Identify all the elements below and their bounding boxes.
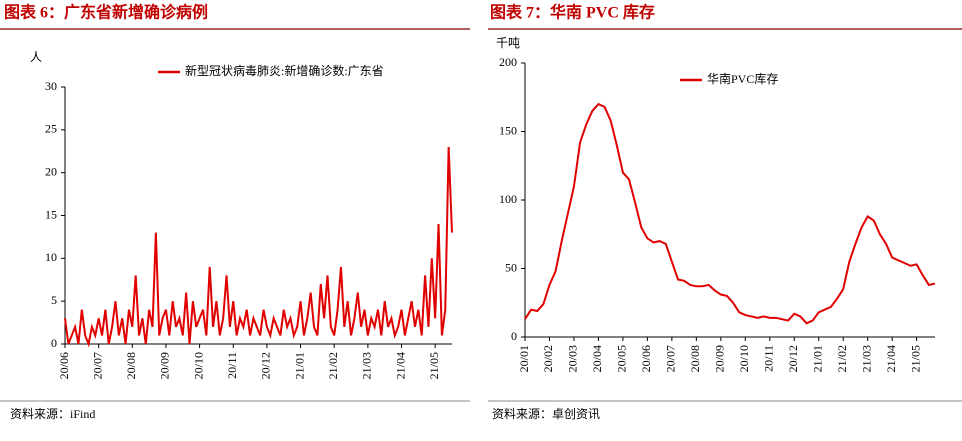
x-tick-label: 20/07 [664,345,678,372]
x-tick-label: 20/11 [225,352,239,379]
x-tick-label: 20/08 [124,352,138,379]
x-tick-label: 21/04 [393,352,407,379]
legend-label: 华南PVC库存 [707,71,778,86]
x-tick-label: 21/01 [810,345,824,372]
x-tick-label: 20/08 [688,345,702,372]
x-tick-label: 21/04 [884,345,898,372]
chart-title: 图表 6：广东省新增确诊病例 [4,3,208,22]
x-tick-label: 20/10 [737,345,751,372]
x-tick-label: 20/05 [615,345,629,372]
y-tick-label: 10 [45,250,57,264]
x-tick-label: 21/02 [835,345,849,372]
x-tick-label: 20/02 [541,345,555,372]
x-tick-label: 20/04 [590,345,604,372]
chart-title: 图表 7：华南 PVC 库存 [490,3,655,22]
data-line [524,102,936,325]
y-tick-label: 0 [51,336,57,350]
x-tick-label: 20/12 [259,352,273,379]
x-tick-label: 21/05 [427,352,441,379]
x-tick-label: 20/03 [566,345,580,372]
x-tick-label: 20/09 [713,345,727,372]
y-tick-label: 0 [511,329,517,343]
x-tick-label: 20/01 [517,345,531,372]
x-tick-label: 20/11 [762,345,776,372]
y-tick-label: 100 [499,192,517,206]
x-tick-label: 21/03 [360,352,374,379]
x-tick-label: 21/03 [859,345,873,372]
x-tick-label: 21/01 [292,352,306,379]
y-tick-label: 20 [45,164,57,178]
y-tick-label: 150 [499,123,517,137]
y-tick-label: 200 [499,55,517,69]
x-tick-label: 20/07 [90,352,104,379]
legend-label: 新型冠状病毒肺炎:新增确诊数:广东省 [185,63,384,78]
x-tick-label: 21/02 [326,352,340,379]
x-tick-label: 20/10 [191,352,205,379]
y-tick-label: 50 [505,260,517,274]
x-tick-label: 20/12 [786,345,800,372]
source: 资料来源：iFind [10,407,95,421]
x-tick-label: 20/09 [158,352,172,379]
y-tick-label: 5 [51,293,57,307]
y-tick-label: 30 [45,79,57,93]
y-tick-label: 25 [45,122,57,136]
x-tick-label: 20/06 [639,345,653,372]
x-tick-label: 21/05 [908,345,922,372]
y-axis-label: 千吨 [496,36,520,50]
x-tick-label: 20/06 [57,352,71,379]
y-tick-label: 15 [45,207,57,221]
data-line [64,146,453,348]
source: 资料来源：卓创资讯 [492,407,600,421]
y-axis-label: 人 [30,50,42,64]
